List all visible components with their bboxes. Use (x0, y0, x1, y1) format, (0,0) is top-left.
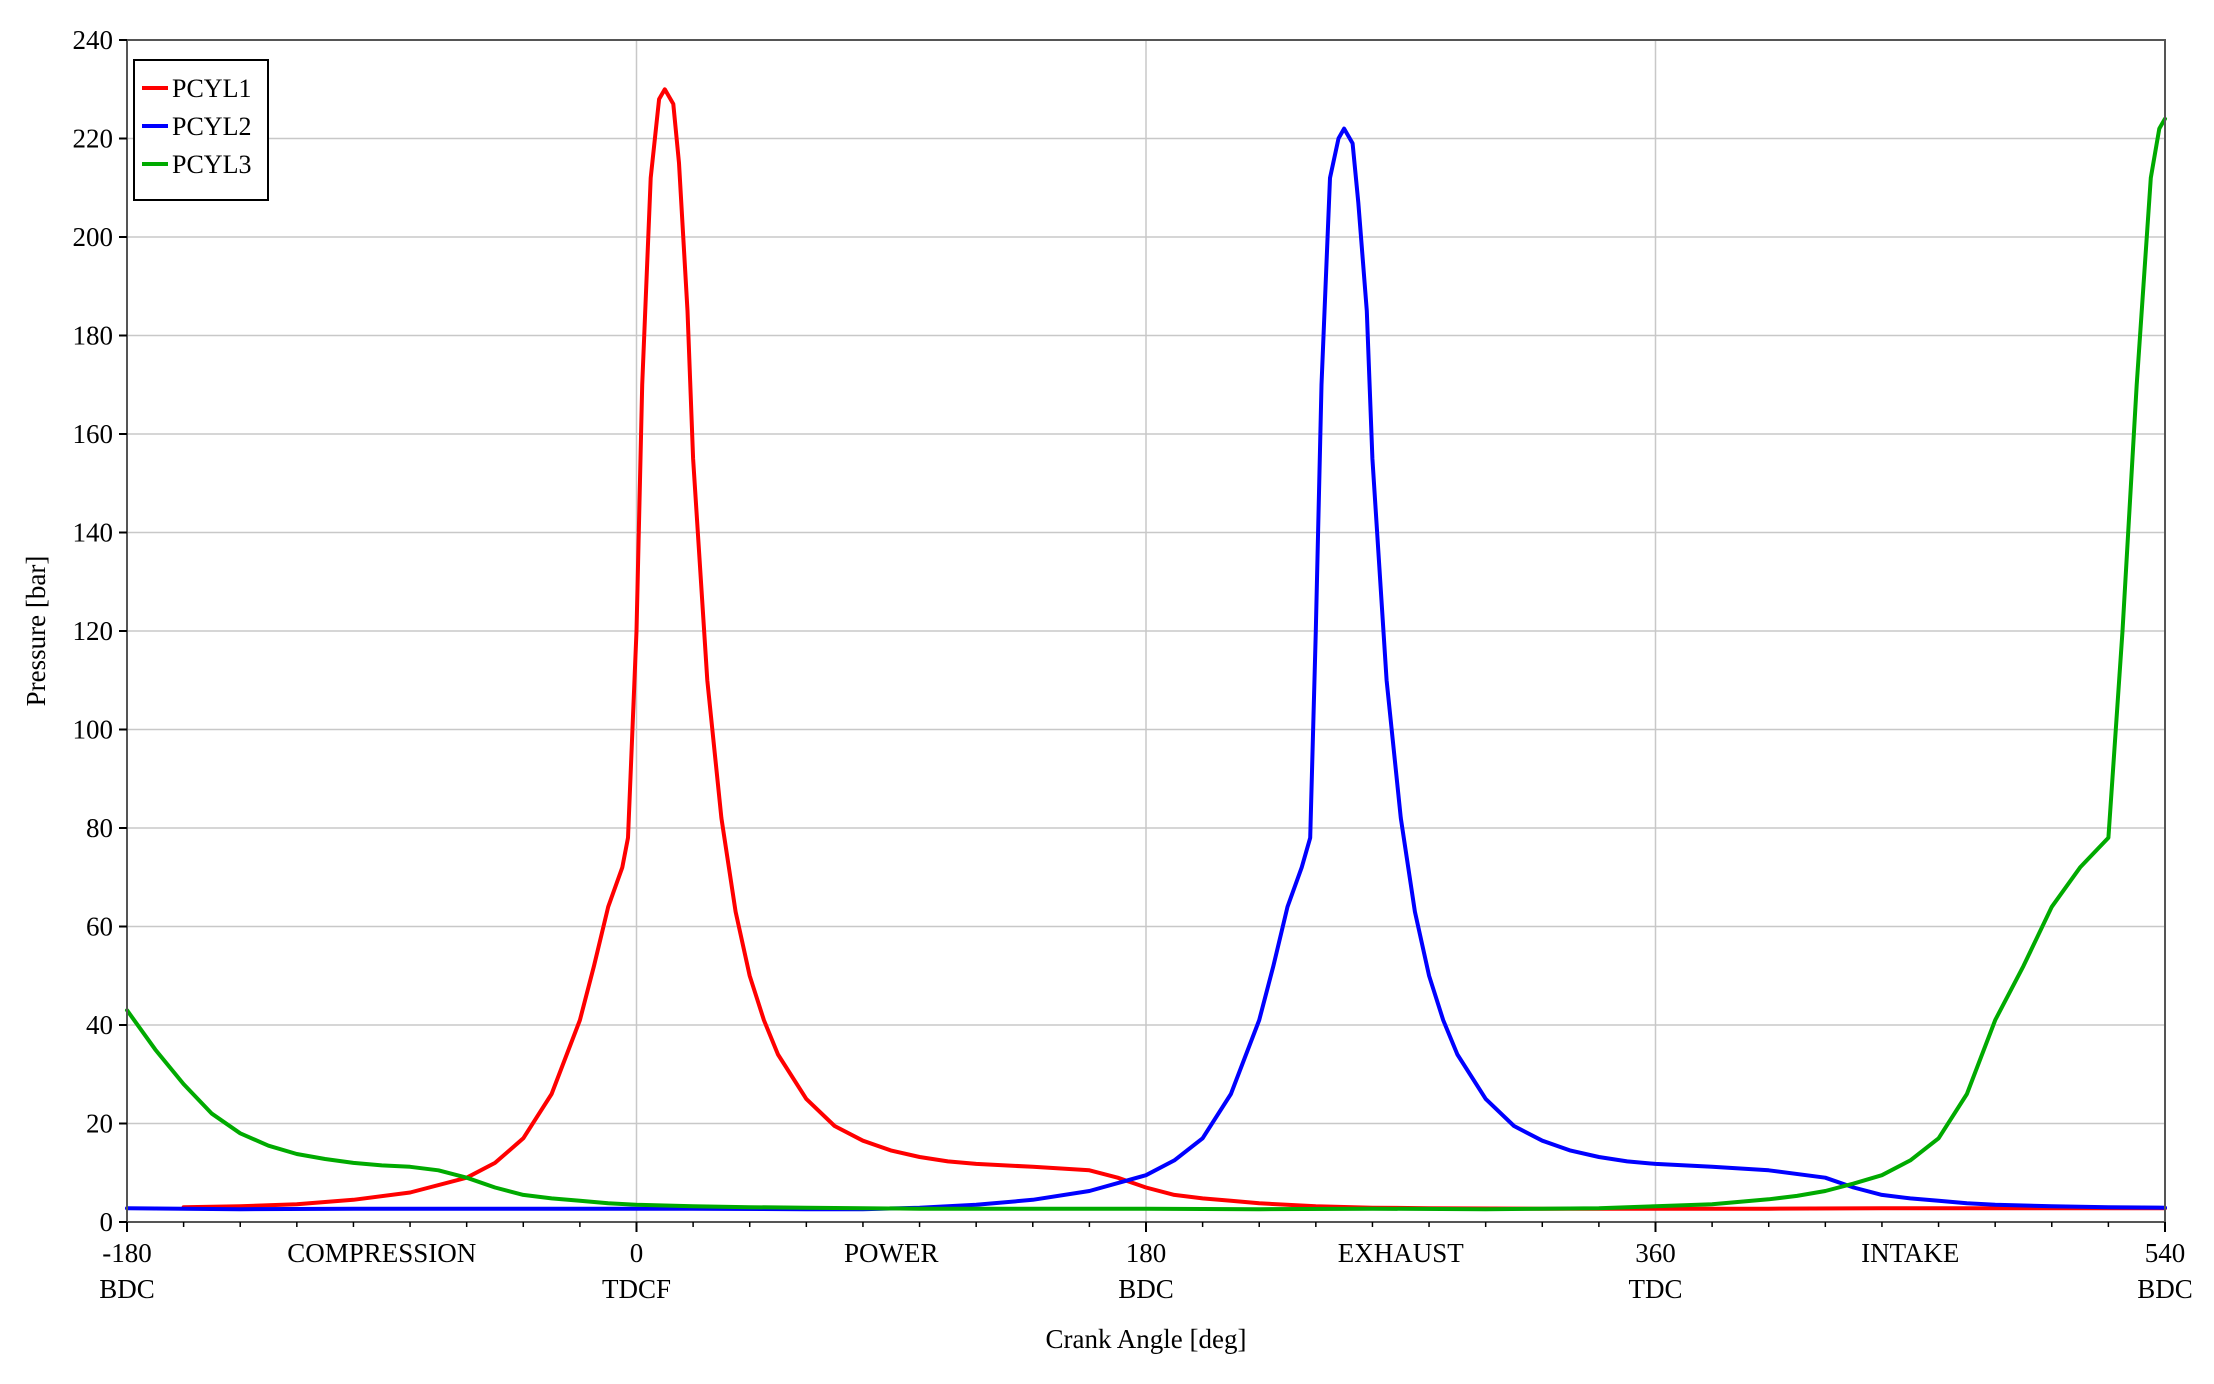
legend-label: PCYL3 (172, 150, 251, 179)
y-tick-label: 200 (73, 222, 114, 252)
series-line-pcyl1 (181, 87, 2167, 1211)
x-tick-sublabel: TDCF (602, 1274, 671, 1304)
x-tick-label: 180 (1126, 1238, 1167, 1268)
phase-label: INTAKE (1861, 1238, 1959, 1268)
y-tick-label: 100 (73, 715, 114, 745)
x-tick-sublabel: BDC (99, 1274, 155, 1304)
x-tick-sublabel: BDC (1118, 1274, 1174, 1304)
x-tick-label: -180 (102, 1238, 152, 1268)
x-tick-label: 540 (2145, 1238, 2186, 1268)
y-tick-label: 120 (73, 616, 114, 646)
y-tick-label: 140 (73, 518, 114, 548)
y-tick-label: 0 (100, 1207, 114, 1237)
x-tick-sublabel: TDC (1629, 1274, 1683, 1304)
x-tick-sublabel: BDC (2137, 1274, 2193, 1304)
y-tick-label: 80 (86, 813, 113, 843)
legend: PCYL1 PCYL2 PCYL3 (133, 59, 269, 201)
y-tick-label: 180 (73, 321, 114, 351)
y-axis-title: Pressure [bar] (21, 556, 51, 707)
legend-label: PCYL2 (172, 112, 251, 141)
y-axis-ticks: 0 20 40 60 80 100 120 140 160 180 200 220 240 (73, 25, 127, 1237)
y-tick-label: 240 (73, 25, 114, 55)
x-tick-label: 360 (1635, 1238, 1676, 1268)
y-tick-label: 20 (86, 1109, 113, 1139)
phase-labels: COMPRESSION POWER EXHAUST INTAKE (287, 1238, 1959, 1268)
y-tick-label: 160 (73, 419, 114, 449)
phase-label: POWER (844, 1238, 939, 1268)
legend-box (133, 59, 269, 201)
x-tick-label: 0 (630, 1238, 644, 1268)
series-line-pcyl3 (125, 116, 2167, 1212)
x-axis-ticks: -180 BDC 0 TDCF 180 BDC 360 TDC 540 BDC (99, 1222, 2193, 1304)
series-lines (125, 87, 2167, 1212)
y-tick-label: 40 (86, 1010, 113, 1040)
x-axis-title: Crank Angle [deg] (1046, 1324, 1247, 1354)
phase-label: COMPRESSION (287, 1238, 476, 1268)
legend-label: PCYL1 (172, 74, 251, 103)
phase-label: EXHAUST (1338, 1238, 1465, 1268)
y-tick-label: 220 (73, 124, 114, 154)
y-tick-label: 60 (86, 912, 113, 942)
